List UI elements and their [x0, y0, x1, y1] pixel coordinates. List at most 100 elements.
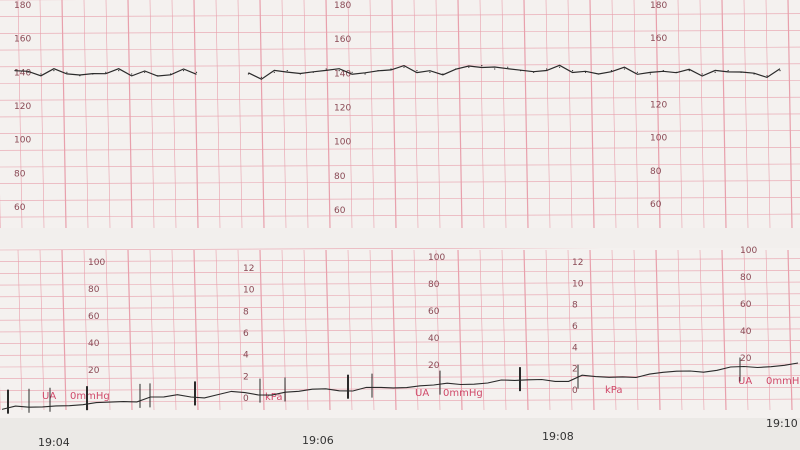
- fhr-data-point: [351, 71, 353, 73]
- kpa-label: kPa: [605, 385, 623, 396]
- grid-vline: [611, 249, 617, 411]
- grid-vline: [127, 0, 133, 229]
- kpa-tick-label: 10: [572, 279, 584, 289]
- fhr-data-point: [766, 75, 768, 77]
- fhr-data-point: [442, 73, 444, 75]
- fhr-data-point: [105, 71, 107, 73]
- fhr-data-point: [144, 71, 146, 73]
- grid-vline: [127, 249, 133, 411]
- ua-tick-label: 100: [428, 253, 445, 263]
- fhr-data-point: [260, 76, 262, 78]
- fhr-data-point: [118, 70, 120, 72]
- grid-hline: [0, 63, 800, 68]
- grid-vline: [215, 0, 221, 229]
- fhr-data-point: [533, 71, 535, 73]
- grid-vline: [171, 249, 177, 411]
- time-label: 19:08: [542, 430, 574, 443]
- grid-vline: [633, 0, 639, 229]
- grid-vline: [501, 0, 507, 229]
- grid-vline: [215, 249, 221, 411]
- fhr-data-point: [468, 66, 470, 68]
- ua-tick-label: 80: [740, 273, 752, 283]
- fhr-data-point: [675, 71, 677, 73]
- grid-vline: [655, 249, 661, 411]
- fhr-data-point: [79, 75, 81, 77]
- grid-vline: [281, 0, 287, 229]
- fhr-data-point: [247, 73, 249, 75]
- fhr-tick-label: 140: [334, 69, 351, 79]
- ua-tick-label: 40: [740, 327, 752, 337]
- grid-hline: [0, 316, 800, 321]
- fhr-data-point: [520, 70, 522, 72]
- fhr-data-point: [377, 70, 379, 72]
- fhr-data-point: [325, 68, 327, 70]
- fhr-data-point: [182, 70, 185, 72]
- fhr-data-point: [649, 73, 651, 75]
- grid-vline: [369, 249, 375, 411]
- ua-label: UA: [415, 388, 429, 399]
- time-label: 19:04: [38, 436, 70, 449]
- grid-vline: [523, 0, 529, 229]
- grid-vline: [347, 249, 353, 411]
- fhr-data-point: [740, 71, 742, 73]
- grid-hline: [0, 270, 800, 274]
- fhr-data-point: [714, 71, 716, 73]
- fhr-data-point: [662, 70, 664, 72]
- fhr-data-point: [169, 73, 172, 75]
- fhr-data-point: [507, 66, 509, 68]
- fhr-grid: [0, 0, 800, 229]
- kpa-tick-label: 10: [243, 286, 255, 296]
- fhr-tick-label: 180: [334, 1, 351, 11]
- grid-vline: [743, 249, 749, 411]
- fhr-data-point: [131, 73, 133, 75]
- fhr-data-point: [481, 65, 483, 67]
- fhr-data-point: [92, 73, 94, 75]
- fhr-data-point: [27, 71, 29, 73]
- fhr-tick-label: 100: [650, 134, 667, 144]
- grid-vline: [61, 249, 67, 411]
- fhr-tick-label: 100: [334, 138, 351, 148]
- fhr-data-point: [727, 70, 729, 72]
- kpa-tick-label: 6: [572, 322, 578, 332]
- grid-vline: [83, 249, 89, 411]
- ua-tick-label: 40: [428, 334, 440, 344]
- ua-tick-label: 60: [428, 307, 440, 317]
- grid-vline: [391, 249, 397, 411]
- fhr-tick-label: 100: [14, 136, 31, 146]
- ua-tick-label: 20: [428, 361, 440, 371]
- fhr-data-point: [195, 71, 198, 73]
- fhr-data-point: [286, 70, 288, 72]
- grid-vline: [435, 0, 441, 229]
- grid-hline: [0, 46, 800, 51]
- grid-hline: [0, 197, 800, 201]
- fhr-tick-label: 120: [14, 102, 31, 112]
- grid-vline: [105, 0, 111, 229]
- ua-tick-label: 20: [740, 354, 752, 364]
- grid-hline: [0, 328, 800, 333]
- ua-tick-label: 40: [88, 339, 100, 349]
- kpa-tick-label: 12: [243, 264, 254, 274]
- grid-vline: [259, 0, 265, 229]
- ua-tick-label: 60: [88, 312, 100, 322]
- grid-vline: [633, 249, 639, 411]
- fhr-data-point: [273, 71, 275, 73]
- fhr-data-point: [299, 73, 301, 75]
- fhr-data-point: [597, 73, 600, 75]
- fhr-tick-label: 160: [650, 34, 667, 44]
- grid-hline: [0, 163, 800, 168]
- grid-hline: [0, 113, 800, 118]
- kpa-tick-label: 2: [243, 372, 249, 382]
- fhr-data-point: [312, 71, 314, 73]
- grid-vline: [83, 0, 89, 229]
- grid-hline: [0, 213, 800, 218]
- ua-tick-label: 80: [88, 285, 100, 295]
- grid-hline: [0, 96, 800, 101]
- fhr-tick-label: 80: [14, 169, 26, 179]
- fhr-data-point: [40, 73, 42, 75]
- kpa-tick-label: 4: [243, 351, 249, 361]
- ua-unit-label: 0mmHg: [70, 391, 110, 402]
- fhr-data-point: [494, 68, 496, 70]
- fhr-tick-label: 120: [650, 101, 667, 111]
